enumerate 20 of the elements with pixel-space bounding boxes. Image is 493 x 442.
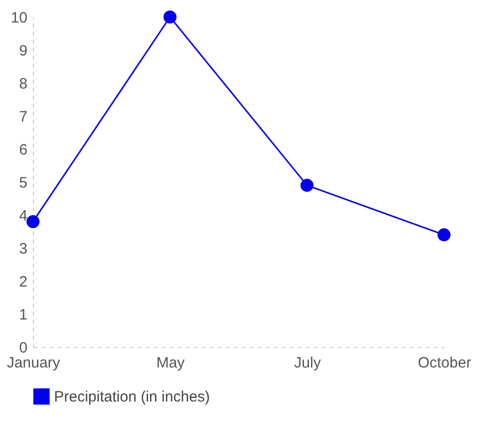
y-tick-label: 10 bbox=[10, 10, 28, 26]
y-tick-label: 2 bbox=[19, 274, 28, 290]
point bbox=[26, 215, 40, 228]
y-tick-label: 4 bbox=[19, 208, 28, 224]
y-tick-label: 1 bbox=[19, 306, 28, 324]
y-tick-label: 8 bbox=[19, 76, 28, 92]
point bbox=[163, 10, 177, 24]
y-tick-label: 6 bbox=[19, 142, 28, 158]
y-tick-label: 0 bbox=[19, 340, 28, 356]
y-tick-label: 9 bbox=[19, 42, 28, 60]
point bbox=[437, 228, 451, 242]
y-tick-label: 5 bbox=[19, 174, 28, 192]
x-tick-label: May bbox=[156, 354, 186, 372]
x-tick-label: October bbox=[418, 354, 472, 372]
y-tick-label: 3 bbox=[19, 240, 28, 258]
x-tick-label: January bbox=[6, 354, 61, 372]
y-tick-label: 7 bbox=[19, 108, 28, 126]
legend-label: Precipitation (in inches) bbox=[54, 388, 210, 406]
x-tick-label: July bbox=[294, 354, 322, 372]
point bbox=[300, 178, 314, 192]
